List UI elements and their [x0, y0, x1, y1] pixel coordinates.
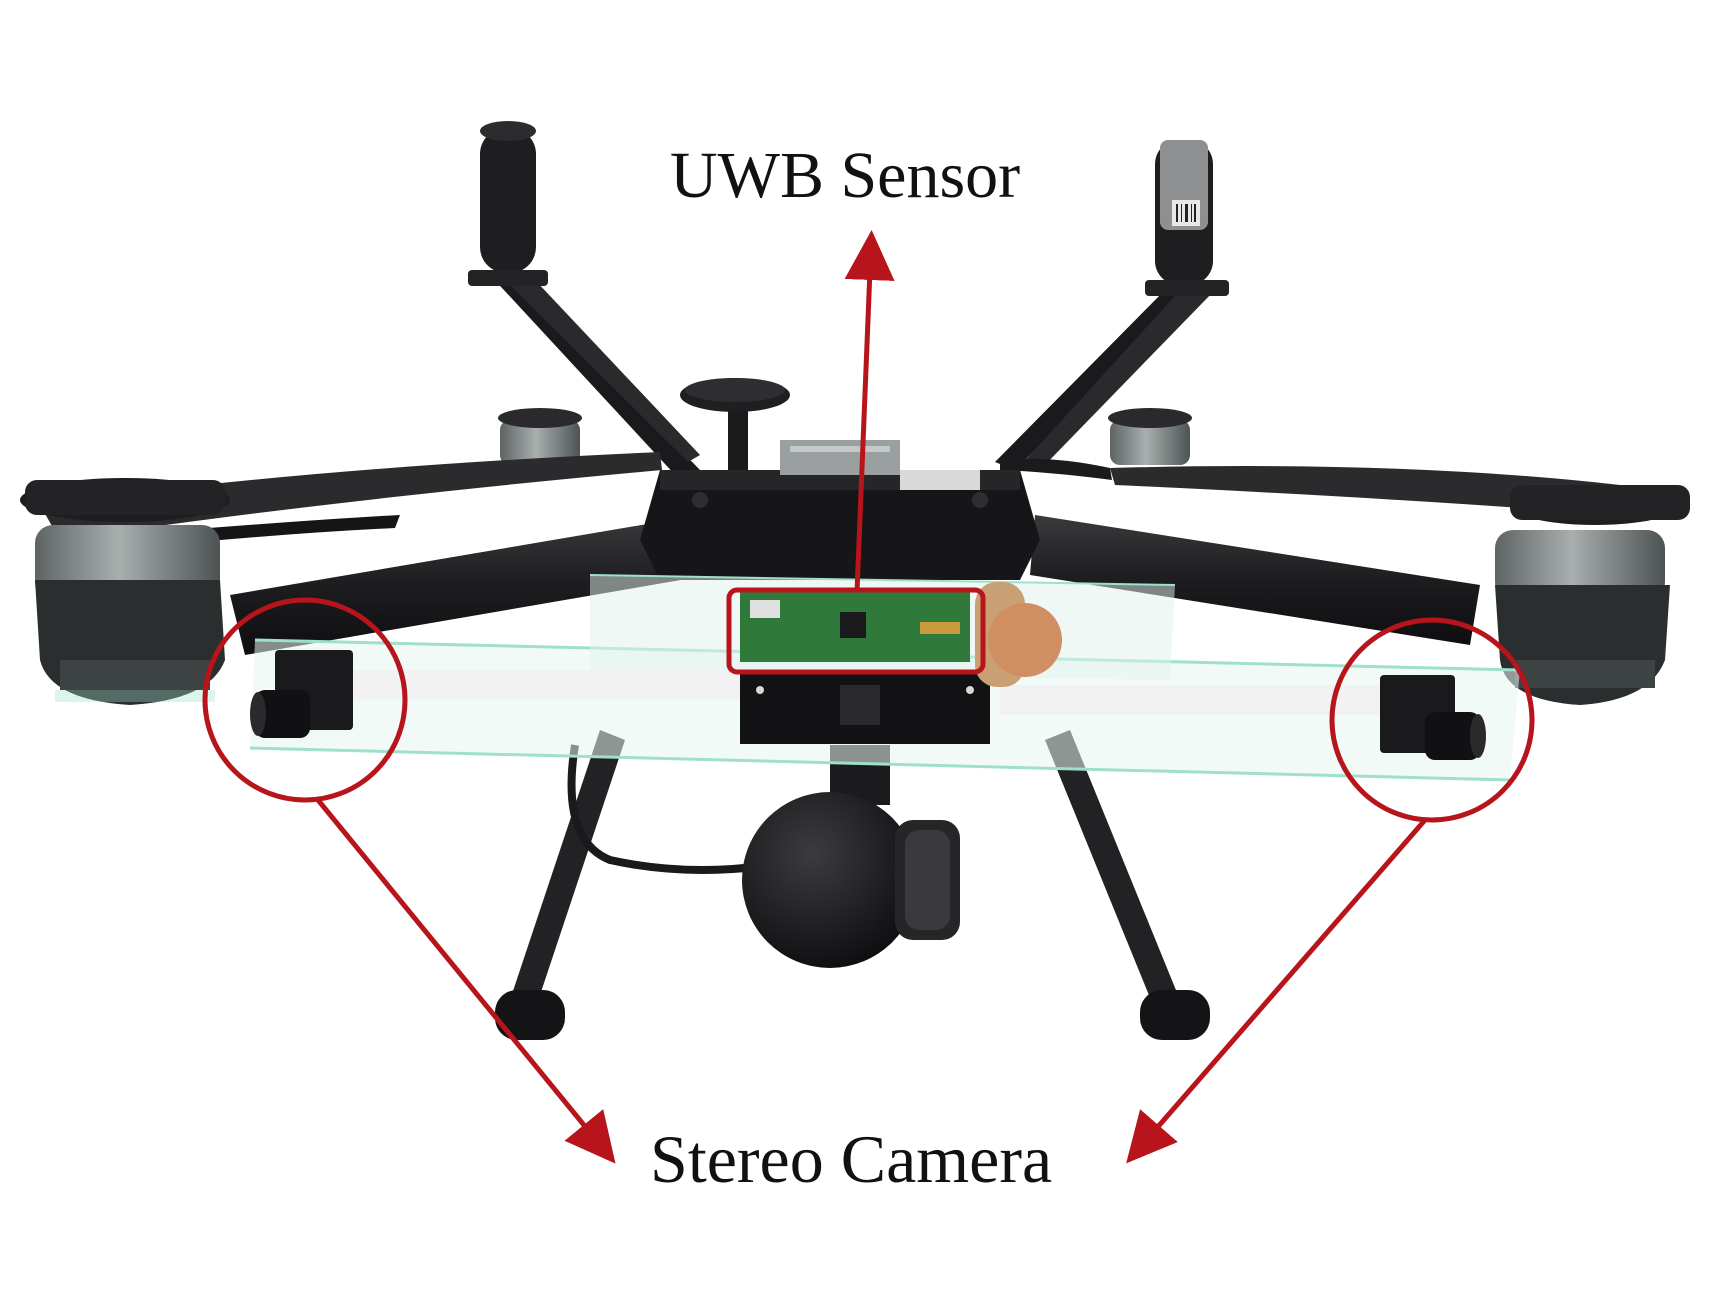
right-camera-arrow	[1126, 818, 1427, 1164]
uwb-antenna-left	[468, 121, 700, 478]
uwb-module	[740, 582, 1062, 687]
gps-puck	[680, 378, 790, 475]
uwb-antenna-right	[995, 140, 1229, 470]
front-motor-left	[20, 478, 230, 705]
stereo-camera-right	[1380, 675, 1486, 760]
front-motor-right	[1495, 485, 1690, 705]
stereo-board	[740, 672, 990, 744]
uwb-arrow	[844, 230, 895, 593]
uwb-highlight-box	[726, 587, 986, 675]
rear-motor-right	[1108, 408, 1192, 465]
rear-motor-left	[498, 408, 582, 465]
uwb-sensor-label: UWB Sensor	[670, 139, 1021, 212]
center-hub	[640, 440, 1040, 580]
stereo-camera-left	[250, 650, 353, 738]
left-camera-highlight-circle	[202, 597, 408, 803]
annotations	[202, 230, 1535, 1164]
gimbal-camera	[742, 745, 960, 968]
right-camera-highlight-circle	[1329, 617, 1535, 823]
left-camera-arrow	[316, 798, 616, 1164]
stereo-camera-label: Stereo Camera	[650, 1121, 1053, 1197]
arms	[230, 515, 1480, 655]
